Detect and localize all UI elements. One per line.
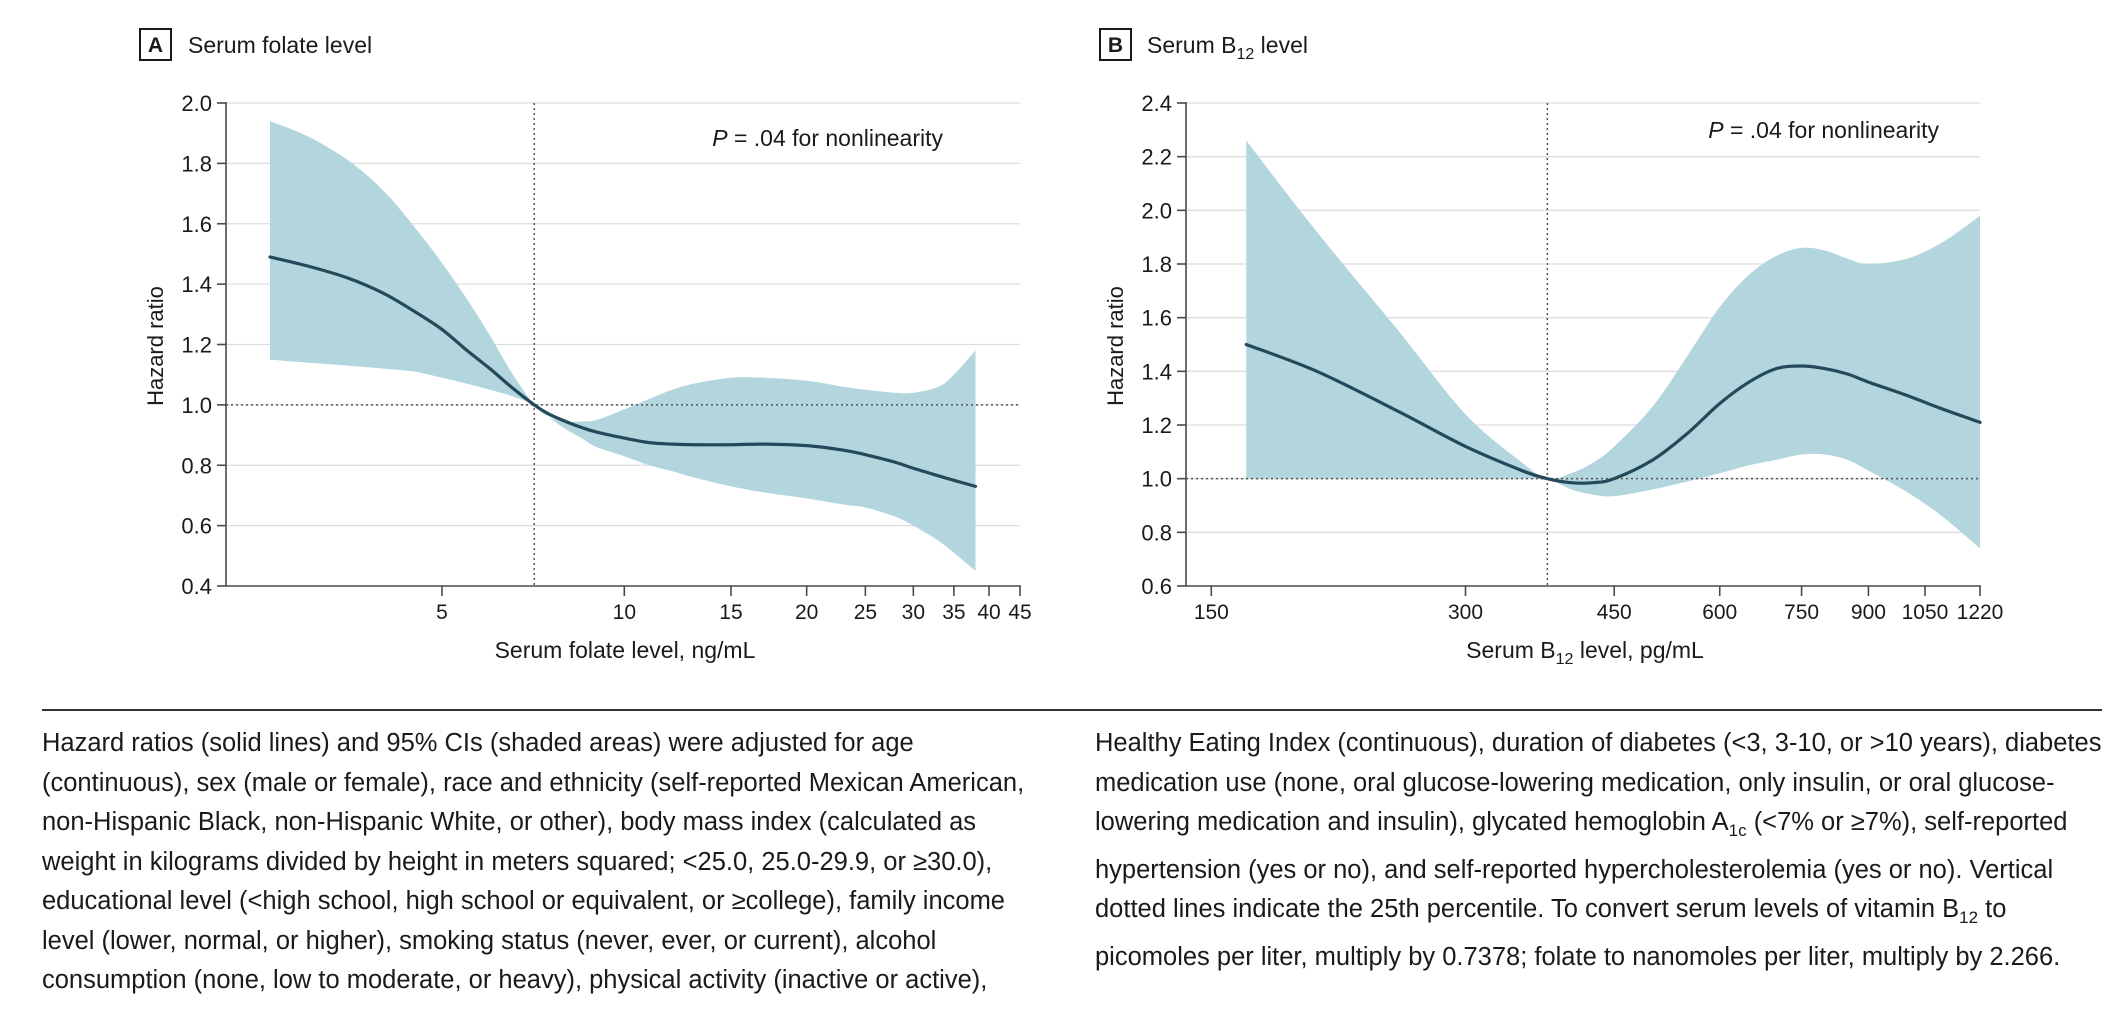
panel-b-y-tick-label: 2.0 xyxy=(1141,198,1172,223)
panel-a-x-tick-label: 40 xyxy=(977,601,1000,624)
panel-a-x-tick-label: 45 xyxy=(1008,601,1031,624)
caption-divider xyxy=(42,709,2102,711)
caption-left-line: educational level (<high school, high sc… xyxy=(42,887,1005,915)
panel-b-ci-band-group xyxy=(1246,140,1980,549)
panel-a-title: Serum folate level xyxy=(188,32,372,58)
caption-right-line3-sub: 1c xyxy=(1728,821,1747,841)
panel-b-x-tick-label: 600 xyxy=(1702,601,1737,624)
panel-b-x-tick-label: 300 xyxy=(1448,601,1483,624)
panel-b-x-tick-label: 1220 xyxy=(1957,601,2004,624)
panel-a-x-tick-label: 30 xyxy=(902,601,925,624)
panel-a-y-tick-label: 1.4 xyxy=(181,272,212,297)
panel-b-hazard-ratio-line xyxy=(1244,342,1982,485)
panel-a-y-axis-label: Hazard ratio xyxy=(143,286,168,406)
panel-b-y-tick-label: 1.6 xyxy=(1141,306,1172,331)
panel-b-x-axis-label-main: Serum B xyxy=(1466,637,1555,663)
caption-right-line: dotted lines indicate the 25th percentil… xyxy=(1095,890,2105,938)
panel-b-annotation: P = .04 for nonlinearity xyxy=(1708,117,1939,143)
panel-a-x-tick-label: 15 xyxy=(719,601,742,624)
panel-b-y-tick-label: 1.0 xyxy=(1141,467,1172,492)
panel-b-title-main: Serum B xyxy=(1147,32,1236,58)
panel-b-y-tick-label: 1.8 xyxy=(1141,252,1172,277)
panel-a-y-tick-label: 0.4 xyxy=(181,574,212,599)
caption-left-line: weight in kilograms divided by height in… xyxy=(42,847,993,876)
panel-b-y-tick-label: 1.2 xyxy=(1141,413,1172,438)
panel-a-y-ticks: 0.4 0.6 0.8 1.0 1.2 1.4 1.6 1.8 2.0 xyxy=(181,91,226,599)
panel-a-y-tick-label: 1.8 xyxy=(181,151,212,176)
panel-a-y-tick-label: 1.2 xyxy=(181,333,212,358)
panel-a-annotation-text: = .04 for nonlinearity xyxy=(728,125,944,151)
panel-a-curve-group xyxy=(268,255,978,488)
caption-right-line: picomoles per liter, multiply by 0.7378;… xyxy=(1095,942,2061,971)
panel-b-letter-box xyxy=(1099,28,1132,61)
panel-a-reference-lines xyxy=(226,103,1020,586)
caption-right-line3-b: (<7% or ≥7%), self-reported xyxy=(1746,808,2068,836)
panel-a-y-tick-label: 0.8 xyxy=(181,453,212,478)
panel-b-axes xyxy=(1185,102,1981,587)
panel-a-letter-box xyxy=(139,28,172,61)
panel-b-x-axis-label: Serum B12 level, pg/mL xyxy=(1466,637,1704,668)
panel-a: A Serum folate level 0.4 0.6 0.8 1.0 1.2 1.4 1… xyxy=(139,28,1032,663)
panel-b-x-axis-label-subscript: 12 xyxy=(1556,651,1574,668)
panel-b-x-ticks: 150 300 450 600 750 900 1050 1220 xyxy=(1194,586,2004,624)
panel-b-y-tick-label: 2.2 xyxy=(1141,145,1172,170)
caption-left-line: consumption (none, low to moderate, or h… xyxy=(42,966,988,994)
panel-a-annotation-p: P xyxy=(712,125,728,151)
panel-b-y-tick-label: 0.8 xyxy=(1141,520,1172,545)
panel-b-letter: B xyxy=(1108,34,1123,57)
panel-b-y-axis-label: Hazard ratio xyxy=(1103,286,1128,406)
figure-charts: A Serum folate level 0.4 0.6 0.8 1.0 1.2 1.4 1… xyxy=(139,28,2004,668)
panel-b-x-tick-label: 150 xyxy=(1194,601,1229,624)
panel-b-title-subscript: 12 xyxy=(1236,46,1254,63)
caption-left-line: level (lower, normal, or higher), smokin… xyxy=(42,926,937,955)
panel-b-x-tick-label: 900 xyxy=(1851,601,1886,624)
panel-a-ci-band xyxy=(269,121,976,571)
panel-b-x-tick-label: 1050 xyxy=(1902,601,1949,624)
caption-left-line: Hazard ratios (solid lines) and 95% CIs … xyxy=(42,729,914,757)
panel-a-x-tick-label: 10 xyxy=(613,601,636,624)
panel-b-x-tick-label: 750 xyxy=(1784,601,1819,624)
figure-caption-left: Hazard ratios (solid lines) and 95% CIs … xyxy=(42,724,1052,1001)
panel-a-x-tick-label: 5 xyxy=(436,601,448,624)
figure-caption-right: Healthy Eating Index (continuous), durat… xyxy=(1095,724,2105,977)
panel-a-y-tick-label: 0.6 xyxy=(181,514,212,539)
panel-a-x-ticks: 5 10 15 20 25 30 35 40 45 xyxy=(436,586,1032,624)
panel-b: B Serum B12 level 0.60.81.01.21.41.61.82… xyxy=(1099,28,2004,668)
caption-right-line: hypertension (yes or no), and self-repor… xyxy=(1095,855,2054,884)
panel-b-ci-band xyxy=(1246,140,1980,549)
panel-a-letter: A xyxy=(148,34,163,57)
panel-b-y-ticks: 0.6 0.8 1.0 1.2 1.4 1.6 1.8 2.0 2.2 2.4 xyxy=(1141,91,1186,599)
panel-a-y-tick-label: 2.0 xyxy=(181,91,212,116)
panel-a-annotation: P = .04 for nonlinearity xyxy=(712,125,943,151)
caption-right-line: medication use (none, oral glucose-lower… xyxy=(1095,768,2055,797)
caption-right-line: Healthy Eating Index (continuous), durat… xyxy=(1095,729,2102,757)
panel-a-ci-band-group xyxy=(269,121,976,571)
panel-b-curve-group xyxy=(1244,342,1982,485)
panel-a-x-tick-label: 20 xyxy=(795,601,818,624)
caption-right-line: lowering medication and insulin), glycat… xyxy=(1095,803,2105,851)
panel-b-y-tick-label: 2.4 xyxy=(1141,91,1172,116)
panel-b-annotation-text: = .04 for nonlinearity xyxy=(1724,117,1940,143)
caption-right-line5-b: to xyxy=(1978,895,2007,924)
panel-b-annotation-p: P xyxy=(1708,117,1724,143)
panel-a-y-tick-label: 1.6 xyxy=(181,212,212,237)
panel-b-y-tick-label: 1.4 xyxy=(1141,359,1172,384)
panel-b-x-axis-label-tail: level, pg/mL xyxy=(1573,637,1704,663)
panel-b-title-tail: level xyxy=(1254,32,1308,58)
panel-a-x-tick-label: 25 xyxy=(854,601,877,624)
panel-a-x-axis-label: Serum folate level, ng/mL xyxy=(495,637,756,663)
panel-b-x-tick-label: 450 xyxy=(1597,601,1632,624)
caption-right-line5-a: dotted lines indicate the 25th percentil… xyxy=(1095,895,1960,924)
panel-b-reference-lines xyxy=(1186,103,1980,586)
panel-a-hazard-ratio-line xyxy=(268,255,978,488)
panel-b-title: Serum B12 level xyxy=(1147,32,1308,63)
caption-left-line: non-Hispanic Black, non-Hispanic White, … xyxy=(42,808,977,836)
caption-right-line5-sub: 12 xyxy=(1959,908,1979,928)
panel-a-y-tick-label: 1.0 xyxy=(181,393,212,418)
caption-left-line: (continuous), sex (male or female), race… xyxy=(42,768,1025,797)
panel-a-x-tick-label: 35 xyxy=(942,601,965,624)
caption-right-line3-a: lowering medication and insulin), glycat… xyxy=(1095,808,1729,836)
panel-b-y-tick-label: 0.6 xyxy=(1141,574,1172,599)
